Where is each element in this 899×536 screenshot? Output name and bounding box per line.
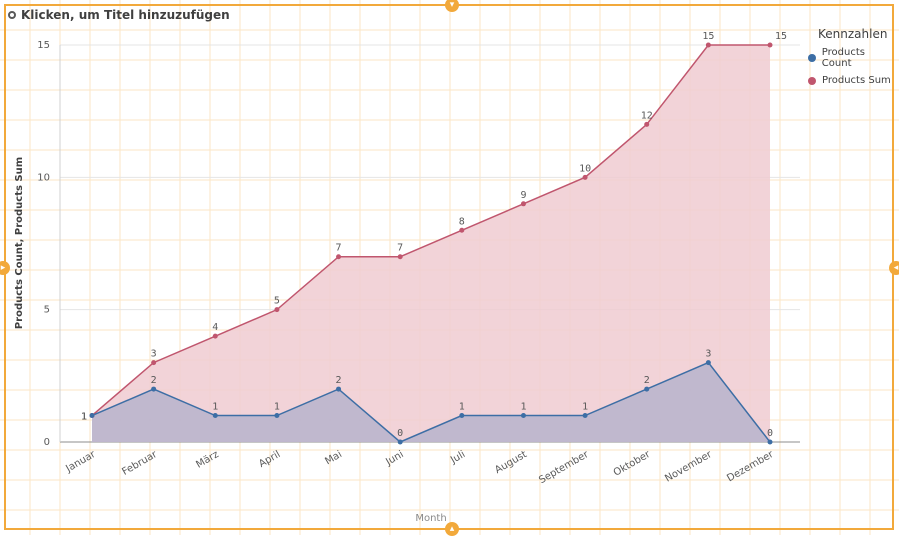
data-label-products-sum: 1 xyxy=(81,412,87,423)
data-point-products-sum[interactable] xyxy=(459,227,465,233)
data-label-products-sum: 8 xyxy=(459,216,465,227)
data-point-products-count[interactable] xyxy=(89,413,95,419)
data-label-products-sum: 9 xyxy=(520,190,526,201)
top-resize-handle-icon[interactable]: ▾ xyxy=(445,0,459,12)
data-point-products-count[interactable] xyxy=(212,413,218,419)
data-label-products-sum: 7 xyxy=(397,243,403,254)
legend-swatch-products-sum xyxy=(808,76,816,85)
bottom-resize-handle-icon[interactable]: ▴ xyxy=(445,522,459,536)
x-tick-label: Oktober xyxy=(612,449,653,479)
area-products-count[interactable] xyxy=(92,362,770,442)
legend-label-products-sum: Products Sum xyxy=(822,75,891,86)
x-tick-label: März xyxy=(194,449,220,471)
data-point-products-count[interactable] xyxy=(397,439,403,445)
series-line-products-count[interactable] xyxy=(91,361,771,443)
data-point-products-sum[interactable] xyxy=(520,201,526,207)
data-point-products-count[interactable] xyxy=(336,386,342,392)
title-edit-icon xyxy=(8,11,16,19)
data-label-products-count: 2 xyxy=(336,375,342,386)
data-label-products-count: 0 xyxy=(767,428,773,439)
data-label-products-count: 1 xyxy=(81,412,87,423)
data-label-products-count: 3 xyxy=(705,349,711,360)
x-tick-label: Dezember xyxy=(725,449,776,485)
legend-label-products-count: Products Count xyxy=(821,47,865,69)
data-label-products-count: 1 xyxy=(459,402,465,413)
data-label-products-sum: 5 xyxy=(274,296,280,307)
y-axis-title[interactable]: Products Count, Products Sum xyxy=(14,157,25,329)
data-point-products-sum[interactable] xyxy=(151,360,157,366)
data-label-products-count: 2 xyxy=(151,375,157,386)
y-tick-label: 5 xyxy=(44,305,50,316)
x-tick-label: Mai xyxy=(323,449,344,467)
series-line-products-sum[interactable] xyxy=(91,44,770,417)
data-point-products-count[interactable] xyxy=(582,413,588,419)
data-point-products-sum[interactable] xyxy=(644,121,650,127)
data-point-products-count[interactable] xyxy=(644,386,650,392)
data-point-products-count[interactable] xyxy=(767,439,773,445)
chart-title[interactable]: Klicken, um Titel hinzuzufügen xyxy=(21,8,230,22)
data-label-products-sum: 15 xyxy=(702,31,714,42)
data-label-products-count: 1 xyxy=(212,402,218,413)
x-tick-label: September xyxy=(537,449,591,487)
data-point-products-count[interactable] xyxy=(705,360,711,366)
x-tick-label: November xyxy=(663,449,714,485)
chart-legend[interactable]: Kennzahlen Products Count Products Sum xyxy=(808,27,896,92)
y-tick-label: 10 xyxy=(37,172,50,183)
data-point-products-count[interactable] xyxy=(151,386,157,392)
data-point-products-sum[interactable] xyxy=(767,42,773,48)
legend-item-products-count[interactable]: Products Count xyxy=(808,47,896,69)
data-point-products-sum[interactable] xyxy=(582,174,588,180)
data-point-products-count[interactable] xyxy=(520,413,526,419)
x-tick-label: August xyxy=(493,449,529,476)
x-tick-label: Februar xyxy=(120,449,160,478)
legend-swatch-products-count xyxy=(808,54,816,62)
data-label-products-sum: 12 xyxy=(641,110,653,121)
data-label-products-sum: 3 xyxy=(151,349,157,360)
data-point-products-count[interactable] xyxy=(459,413,465,419)
left-resize-handle-icon[interactable]: ▸ xyxy=(0,261,10,275)
data-point-products-sum[interactable] xyxy=(705,42,711,48)
right-resize-handle-icon[interactable]: ◂ xyxy=(889,261,899,275)
y-tick-label: 15 xyxy=(37,40,50,51)
data-point-products-sum[interactable] xyxy=(336,254,342,260)
data-label-products-sum: 4 xyxy=(212,322,218,333)
legend-title: Kennzahlen xyxy=(818,27,888,41)
x-tick-label: Juli xyxy=(448,449,467,466)
data-label-products-sum: 15 xyxy=(775,31,787,42)
data-label-products-sum: 7 xyxy=(336,243,342,254)
data-point-products-sum[interactable] xyxy=(212,333,218,339)
data-point-products-count[interactable] xyxy=(274,413,280,419)
data-label-products-sum: 10 xyxy=(579,163,591,174)
x-axis-title[interactable]: Month xyxy=(415,513,446,524)
data-label-products-count: 1 xyxy=(520,402,526,413)
data-label-products-count: 1 xyxy=(582,402,588,413)
data-label-products-count: 0 xyxy=(397,428,403,439)
data-label-products-count: 1 xyxy=(274,402,280,413)
x-tick-label: April xyxy=(257,449,282,470)
title-bar[interactable]: Klicken, um Titel hinzuzufügen xyxy=(8,6,230,24)
legend-item-products-sum[interactable]: Products Sum xyxy=(808,75,896,86)
y-tick-label: 0 xyxy=(44,437,50,448)
data-label-products-count: 2 xyxy=(644,375,650,386)
x-tick-label: Juni xyxy=(383,449,405,468)
data-point-products-sum[interactable] xyxy=(397,254,403,260)
data-point-products-sum[interactable] xyxy=(274,307,280,313)
x-tick-label: Januar xyxy=(63,449,98,475)
